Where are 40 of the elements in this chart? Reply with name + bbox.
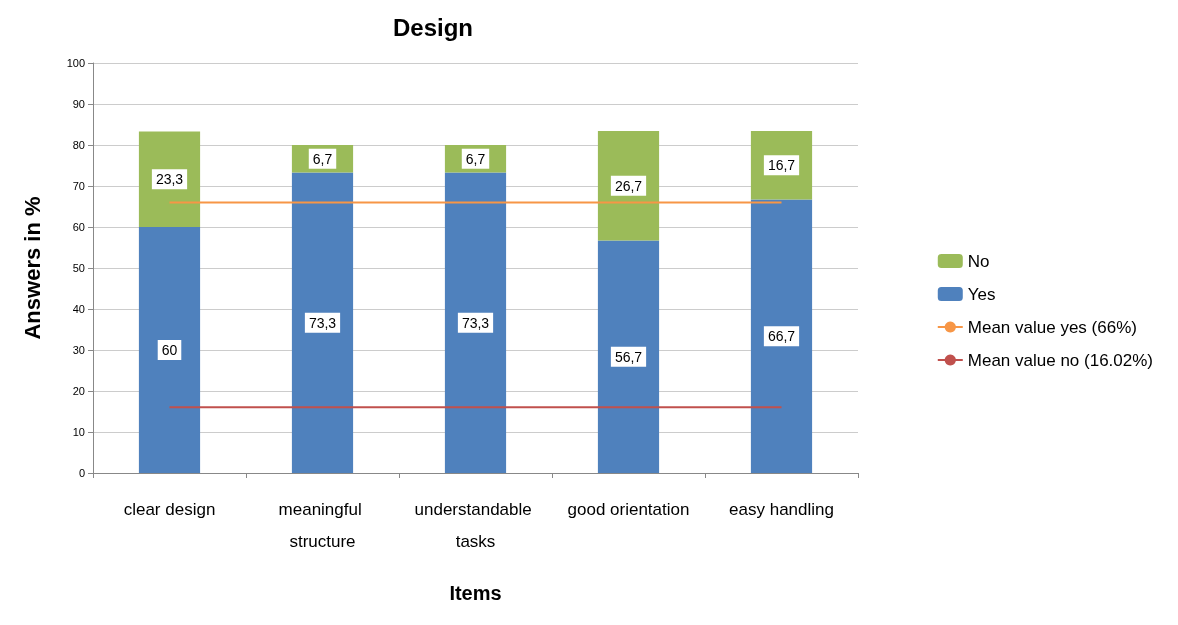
legend-label: No — [967, 251, 990, 271]
y-tick-label: 60 — [72, 221, 85, 233]
x-tick-label: good orientation — [567, 499, 690, 519]
x-axis-title: Items — [449, 582, 502, 604]
y-tick-label: 80 — [72, 139, 85, 151]
bar — [750, 199, 813, 473]
x-tick-label: easy handling — [729, 499, 834, 519]
data-label: 23,3 — [155, 171, 184, 188]
bar — [138, 227, 201, 473]
y-tick-label: 0 — [78, 467, 85, 479]
data-label: 26,7 — [614, 177, 643, 194]
y-tick-label: 50 — [72, 262, 85, 274]
data-label: 56,7 — [614, 348, 643, 365]
y-tick-label: 30 — [72, 344, 85, 356]
legend-label: Mean value no (16.02%) — [967, 350, 1154, 370]
data-label: 73,3 — [461, 314, 490, 331]
bar — [597, 131, 660, 241]
data-label: 66,7 — [767, 328, 796, 345]
data-label: 6,7 — [312, 150, 333, 167]
bar — [291, 172, 354, 473]
y-tick-label: 10 — [72, 426, 85, 438]
bar — [597, 240, 660, 473]
x-tick-label: meaningful structure — [278, 499, 367, 551]
legend-label: Yes — [967, 284, 996, 304]
y-tick-label: 40 — [72, 303, 85, 315]
x-tick-label: clear design — [123, 499, 216, 519]
y-axis-title: Answers in % — [19, 196, 45, 340]
data-label: 73,3 — [308, 314, 337, 331]
data-label: 16,7 — [767, 157, 796, 174]
y-tick-label: 70 — [72, 180, 85, 192]
y-tick-label: 90 — [72, 98, 85, 110]
data-label: 6,7 — [465, 150, 486, 167]
y-tick-label: 100 — [66, 57, 85, 69]
y-tick-label: 20 — [72, 385, 85, 397]
chart-title: Design — [392, 13, 474, 41]
bar — [138, 131, 201, 227]
data-label: 60 — [161, 342, 178, 358]
x-tick-label: understandable tasks — [414, 499, 537, 551]
legend-label: Mean value yes (66%) — [967, 317, 1137, 337]
bar — [444, 172, 507, 473]
